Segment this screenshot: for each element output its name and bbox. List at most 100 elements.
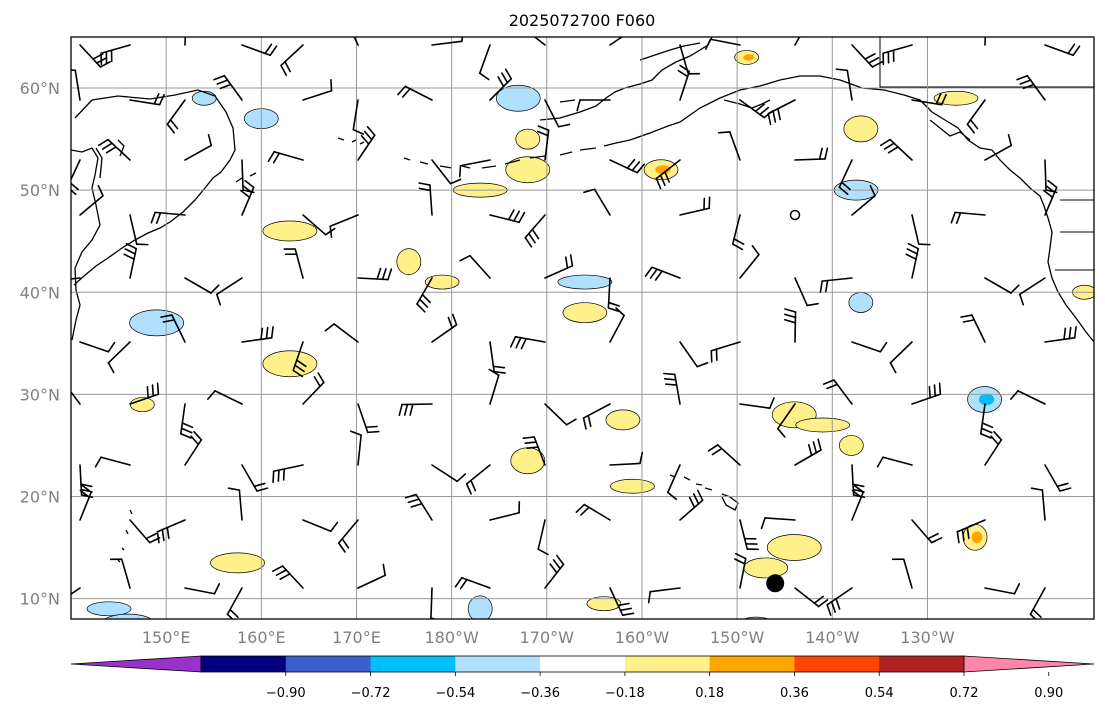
wind-barb	[582, 403, 611, 430]
wind-barb	[794, 147, 829, 161]
colorbar-segment	[455, 656, 541, 672]
wind-barb	[851, 44, 883, 68]
wind-barb	[679, 489, 704, 521]
lat-tick-label: 10°N	[20, 590, 60, 609]
wind-barb	[794, 587, 829, 608]
wind-barb	[357, 563, 386, 589]
wind-barb	[911, 92, 947, 106]
wind-barb	[984, 430, 1003, 466]
wind-barb	[609, 37, 624, 46]
wind-barb	[184, 583, 221, 595]
lon-tick-label: 160°E	[237, 628, 286, 647]
colorbar-over-extension	[963, 655, 1095, 673]
wind-barbs	[71, 37, 1081, 619]
wind-barb	[227, 487, 243, 521]
colorbar-segment	[285, 656, 372, 672]
wind-barb	[950, 211, 986, 224]
lat-tick-label: 60°N	[20, 79, 60, 98]
wind-barb	[337, 519, 359, 553]
colorbar-tick-label: 0.72	[950, 686, 979, 701]
location-marker[interactable]	[766, 574, 785, 593]
wind-barb	[267, 150, 304, 164]
wind-barb	[794, 438, 822, 466]
wind-barb	[302, 519, 339, 533]
wind-barb	[575, 503, 611, 521]
positive-area-8	[396, 248, 422, 275]
negative-area-0	[191, 90, 217, 106]
wind-barb	[1029, 587, 1046, 619]
wind-barb	[478, 44, 491, 81]
wind-barb	[760, 517, 796, 530]
negative-area-3	[557, 274, 613, 290]
wind-barb	[71, 390, 81, 405]
positive-area-16	[838, 435, 864, 456]
colorbar-tick-label: −0.18	[605, 686, 645, 701]
wind-barb	[129, 214, 149, 246]
wind-barb	[1044, 43, 1081, 57]
wind-barb	[882, 44, 913, 66]
wind-barb	[302, 372, 325, 405]
lat-tick-label: 50°N	[20, 181, 60, 200]
map-background	[71, 37, 1094, 619]
colorbar-tick-label: 0.18	[695, 686, 724, 701]
wind-barb	[213, 74, 243, 101]
colorbar-tick-label: −0.36	[520, 686, 560, 701]
wind-barb	[576, 99, 611, 112]
wind-barb	[956, 519, 986, 544]
wind-barb	[536, 125, 550, 161]
wind-barb	[350, 430, 362, 466]
wind-barb	[679, 44, 701, 75]
wind-barb	[783, 308, 797, 343]
positive-area-22	[743, 557, 789, 579]
negative-area-5	[967, 386, 1002, 413]
wind-barb	[329, 214, 359, 238]
wind-barb	[216, 277, 243, 306]
wind-barb	[465, 464, 491, 495]
wind-barb	[516, 37, 546, 46]
wind-barb	[431, 159, 462, 185]
wind-barb	[537, 519, 549, 556]
wind-barb	[905, 242, 920, 279]
map-panel[interactable]	[48, 11, 1096, 634]
wind-barb	[226, 587, 243, 619]
wind-barb	[353, 37, 359, 46]
wind-barb	[819, 277, 853, 293]
wind-barb	[679, 196, 711, 216]
wind-barb	[663, 372, 681, 405]
positive-area-6	[933, 90, 979, 106]
lon-tick-label: 150°W	[710, 628, 765, 647]
wind-barb	[207, 390, 243, 405]
wind-barb	[911, 382, 942, 405]
wind-barb	[739, 397, 775, 409]
wind-barb	[184, 430, 203, 466]
wind-barb	[891, 558, 913, 589]
negative-area-7	[104, 613, 152, 619]
positive-area-9	[424, 274, 460, 290]
wind-barb	[679, 341, 709, 368]
positive-area-5	[843, 115, 879, 143]
colorbar-tick-label: −0.54	[435, 686, 475, 701]
wind-barb	[666, 464, 681, 501]
wind-barb	[789, 209, 801, 221]
wind-barb	[794, 37, 801, 46]
wind-barb	[911, 519, 943, 544]
wind-barb	[302, 78, 333, 101]
wind-barb	[150, 211, 186, 224]
colorbar-tick-label: 0.36	[780, 686, 809, 701]
wind-barb	[826, 587, 853, 616]
wind-barb	[166, 99, 186, 134]
colorbar-segment	[540, 656, 626, 672]
wind-barb	[1019, 277, 1046, 306]
wind-barb	[156, 519, 186, 544]
wind-barb	[1010, 390, 1046, 405]
wind-barb	[272, 464, 304, 484]
wind-barb	[418, 182, 433, 216]
negative-area-2	[495, 84, 541, 112]
wind-barb	[704, 38, 741, 50]
wind-barb	[889, 341, 913, 374]
wind-barb	[851, 464, 866, 499]
wind-barb	[717, 131, 741, 161]
coastlines	[71, 37, 1094, 563]
wind-barb	[984, 37, 987, 46]
